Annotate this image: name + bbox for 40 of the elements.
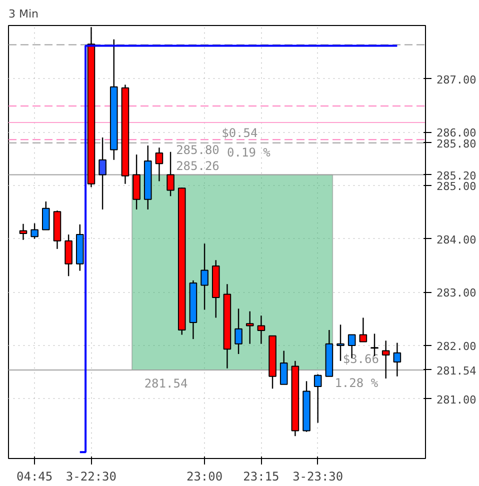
- y-tick-label: 281.00: [436, 393, 476, 406]
- candlestick: [30, 222, 38, 240]
- y-tick-label: 283.00: [436, 286, 476, 300]
- candlestick: [359, 317, 368, 342]
- candlestick: [280, 350, 288, 385]
- y-tick-label: 282.00: [436, 340, 476, 353]
- candlestick: [64, 234, 72, 277]
- candlestick: [257, 314, 266, 344]
- ref-line-label: 281.54: [436, 364, 477, 378]
- candlestick: [155, 147, 164, 182]
- candlestick: [19, 223, 28, 240]
- x-tick-label: 3-22:30: [66, 470, 117, 484]
- x-tick-label: 3-23:30: [292, 470, 344, 484]
- y-tick-label: 286.00: [436, 126, 476, 140]
- annotation: $3.66: [342, 352, 379, 366]
- candlestick: [234, 308, 242, 355]
- candlestick: [42, 200, 50, 230]
- x-tick-label: 04:45: [16, 470, 53, 484]
- y-tick-label: 287.00: [436, 73, 476, 86]
- y-tick-label: 284.00: [436, 233, 476, 246]
- candlestick: [382, 340, 390, 380]
- y-tick-label: 285.00: [436, 180, 476, 193]
- ref-line-label: 285.20: [436, 169, 476, 182]
- annotation: 0.19 %: [227, 145, 272, 160]
- candlestick: [166, 151, 174, 197]
- x-tick-label: 23:00: [186, 470, 223, 484]
- candlestick: [98, 136, 106, 210]
- candlestick: [393, 342, 402, 377]
- candlestick: [336, 324, 344, 362]
- annotation: 281.54: [144, 376, 188, 390]
- annotation: 285.26: [176, 159, 220, 174]
- ref-line-label: 285.80: [436, 137, 476, 150]
- candlestick: [200, 243, 208, 310]
- annotation: 285.80: [176, 143, 220, 158]
- annotation: $0.54: [222, 126, 258, 140]
- x-tick-label: 23:15: [243, 470, 280, 484]
- annotation: 1.28 %: [334, 376, 379, 390]
- candlestick: [314, 374, 322, 424]
- candlestick: [246, 310, 254, 344]
- chart-title: 3 Min: [8, 8, 39, 20]
